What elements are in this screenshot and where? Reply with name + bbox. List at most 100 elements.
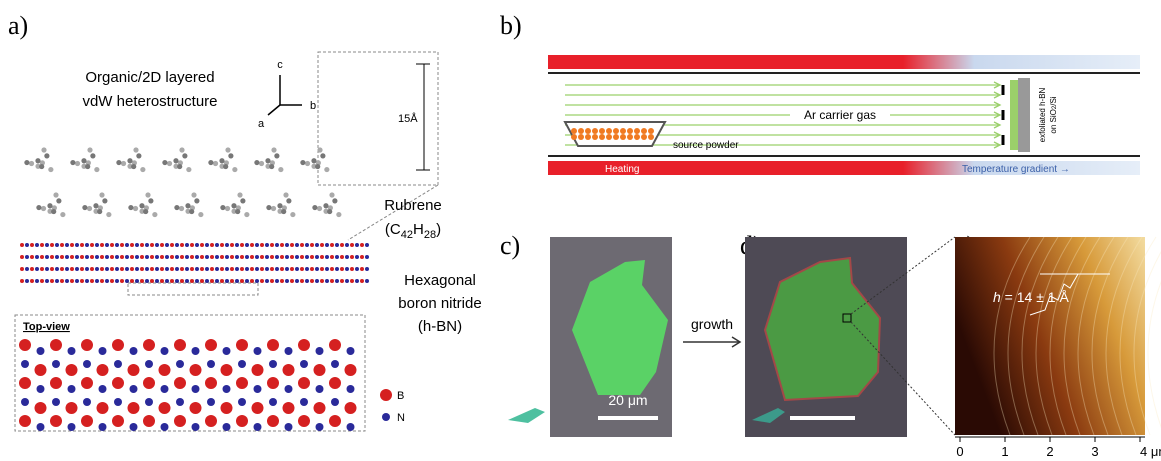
atom [350,267,354,271]
atom [350,255,354,259]
atom [115,267,119,271]
atom [220,279,224,283]
panel-label: a) [8,11,28,40]
atom [314,364,326,376]
atom [105,243,109,247]
atom [145,255,149,259]
atom [285,243,289,247]
atom [225,267,229,271]
atom [90,153,95,158]
legend-n [382,413,390,421]
atom [25,243,29,247]
atom [20,243,24,247]
atom [70,279,74,283]
atom [244,212,249,217]
atom [66,364,78,376]
atom [95,255,99,259]
atom [130,267,134,271]
atom [45,267,49,271]
atom [70,255,74,259]
atom [175,279,179,283]
atom [112,377,124,389]
atom [265,158,270,163]
atom [290,279,294,283]
atom [260,255,264,259]
atom [254,160,259,165]
atom [95,279,99,283]
atom [148,198,153,203]
substrate [1018,78,1030,152]
atom [254,385,262,393]
particle [578,128,584,134]
atom [325,279,329,283]
atom [198,212,203,217]
atom [300,160,305,165]
atom [139,203,144,208]
atom [310,279,314,283]
terrace [1148,237,1161,435]
atom [68,347,76,355]
atom [112,339,124,351]
atom [105,267,109,271]
atom [300,243,304,247]
atom [35,267,39,271]
atom [87,147,92,152]
atom [41,147,46,152]
atom [140,279,144,283]
flake [508,408,545,423]
atom [121,161,126,166]
atom [316,423,324,431]
atom [245,267,249,271]
atom [174,377,186,389]
atom [238,360,246,368]
tick-label: 0 [956,444,963,459]
height-label: h = 14 ± 1 Å [993,289,1069,305]
atom [35,279,39,283]
atom [110,267,114,271]
atom [332,198,337,203]
atom [250,255,254,259]
atom [125,255,129,259]
atom [75,243,79,247]
atom [65,279,69,283]
panel-label: b) [500,11,522,40]
particle [606,128,612,134]
atom [120,279,124,283]
atom [51,209,56,214]
particle [627,134,633,140]
boat [565,122,665,146]
atom [174,339,186,351]
atom [267,377,279,389]
atom [161,385,169,393]
atom [210,255,214,259]
axis-letter: b [310,100,316,112]
atom [155,255,159,259]
atom [87,206,92,211]
atom [255,255,259,259]
atom [220,243,224,247]
atom [47,203,52,208]
atom [83,360,91,368]
atom [298,377,310,389]
atom [85,267,89,271]
atom [85,164,90,169]
heater-top [548,55,1140,69]
atom [40,255,44,259]
atom [52,360,60,368]
afm-image [955,237,1145,435]
atom [55,255,59,259]
atom [316,347,324,355]
atom [180,279,184,283]
atom [161,347,169,355]
atom [235,255,239,259]
atom [340,255,344,259]
atom [225,206,230,211]
atom [150,243,154,247]
atom [159,402,171,414]
atom [230,255,234,259]
atom [300,360,308,368]
tick-label: 3 [1091,444,1098,459]
atom [160,243,164,247]
atom [345,279,349,283]
atom [347,423,355,431]
